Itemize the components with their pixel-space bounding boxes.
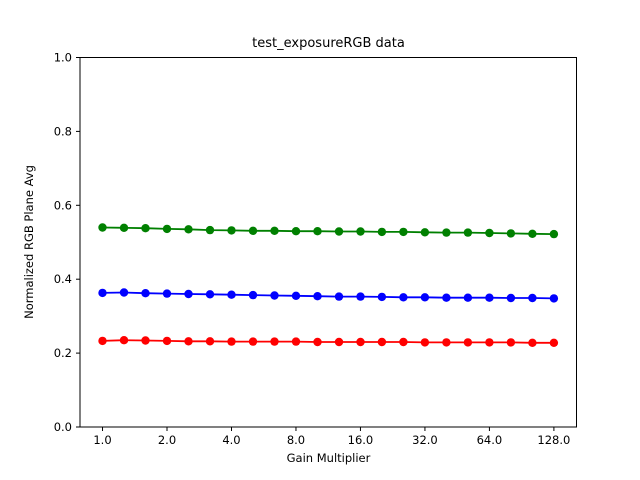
data-point-green-plane [141,224,150,233]
series-line-red-plane [102,339,554,344]
x-tick-label: 2.0 [158,433,176,447]
chart-title: test_exposureRGB data [252,36,405,51]
data-point-green-plane [291,227,301,236]
y-tick-label: 0.6 [54,198,72,212]
series-line-blue-plane [102,291,554,300]
data-point-red-plane [356,337,365,347]
data-point-green-plane [205,225,215,235]
series-line-green-plane [102,226,554,235]
data-point-blue-plane [227,290,236,299]
data-point-green-plane [356,227,365,236]
data-point-red-plane [313,337,322,347]
data-point-green-plane [248,226,258,235]
data-point-blue-plane [184,289,193,299]
data-point-blue-plane [463,293,473,302]
data-point-red-plane [463,338,473,347]
data-point-green-plane [420,228,430,237]
data-point-red-plane [528,338,537,347]
x-tick-label: 64.0 [477,433,503,447]
data-point-green-plane [377,227,387,237]
x-tick-label: 16.0 [348,433,374,447]
data-point-red-plane [334,337,344,347]
data-point-green-plane [313,227,322,236]
data-point-green-plane [270,226,279,235]
y-tick-label: 0.4 [54,272,72,286]
data-point-red-plane [227,337,236,346]
data-point-red-plane [377,337,387,347]
data-point-red-plane [442,338,451,347]
data-point-blue-plane [549,294,559,303]
y-tick-label: 1.0 [54,51,72,65]
data-point-red-plane [119,336,129,345]
data-point-red-plane [205,337,215,346]
data-point-green-plane [98,223,107,232]
data-point-red-plane [399,337,408,347]
data-point-red-plane [248,337,258,346]
data-point-red-plane [420,338,430,347]
data-point-red-plane [291,337,301,346]
x-tick-label: 32.0 [412,433,438,447]
y-tick-label: 0.8 [54,124,72,138]
data-point-blue-plane [98,288,107,298]
data-point-red-plane [141,336,150,345]
data-point-blue-plane [205,290,215,299]
data-point-blue-plane [399,293,408,302]
data-point-blue-plane [248,290,258,300]
data-point-blue-plane [270,291,279,300]
data-point-blue-plane [442,293,451,302]
data-point-green-plane [399,227,408,237]
data-point-red-plane [270,337,279,346]
data-point-green-plane [506,229,516,238]
data-point-red-plane [98,336,107,346]
data-point-blue-plane [356,292,365,301]
data-point-green-plane [227,226,236,235]
data-point-green-plane [463,228,473,237]
x-tick-label: 4.0 [222,433,240,447]
data-point-blue-plane [485,293,494,302]
data-point-red-plane [162,336,172,346]
data-point-blue-plane [162,289,172,298]
data-point-green-plane [442,228,451,237]
data-point-green-plane [485,228,494,238]
data-point-red-plane [506,338,516,347]
y-tick-label: 0.0 [54,420,72,434]
x-axis-label: Gain Multiplier [286,451,371,465]
y-tick-label: 0.2 [54,346,72,360]
data-point-red-plane [485,338,494,347]
data-point-red-plane [549,338,559,347]
data-point-green-plane [334,227,344,236]
data-point-green-plane [162,224,172,234]
x-tick-label: 8.0 [287,433,305,447]
data-point-green-plane [528,229,537,238]
data-point-green-plane [119,223,129,232]
axes-frame [79,57,577,428]
data-point-blue-plane [528,293,537,303]
x-tick-label: 128.0 [537,433,570,447]
data-point-blue-plane [420,293,430,302]
data-point-blue-plane [506,293,516,303]
data-point-blue-plane [141,289,150,298]
data-point-blue-plane [377,292,387,302]
data-point-red-plane [184,337,193,346]
data-point-blue-plane [334,292,344,301]
x-tick-label: 1.0 [93,433,111,447]
data-point-green-plane [549,229,559,239]
data-point-blue-plane [291,291,301,300]
data-point-green-plane [184,225,193,234]
data-point-blue-plane [119,288,129,297]
data-point-blue-plane [313,292,322,301]
